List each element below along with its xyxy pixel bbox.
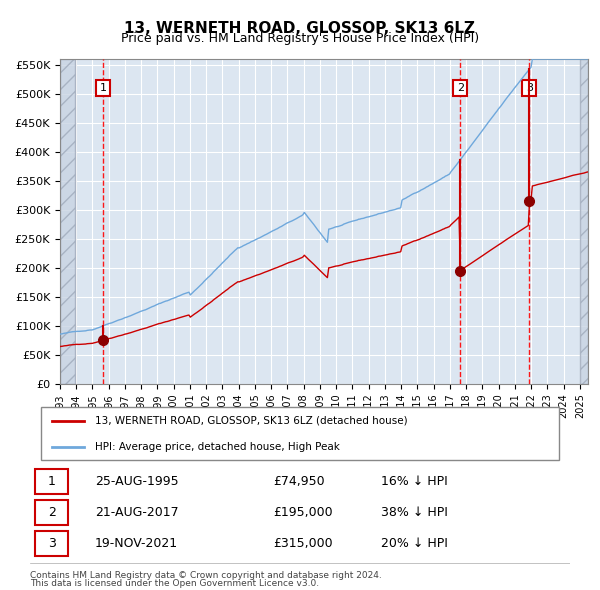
Text: 16% ↓ HPI: 16% ↓ HPI	[381, 475, 448, 489]
Text: This data is licensed under the Open Government Licence v3.0.: This data is licensed under the Open Gov…	[30, 579, 319, 588]
Text: £74,950: £74,950	[273, 475, 325, 489]
Text: Price paid vs. HM Land Registry's House Price Index (HPI): Price paid vs. HM Land Registry's House …	[121, 32, 479, 45]
FancyBboxPatch shape	[35, 531, 68, 556]
FancyBboxPatch shape	[35, 470, 68, 494]
Text: 19-NOV-2021: 19-NOV-2021	[95, 537, 178, 550]
Text: 2: 2	[457, 83, 464, 93]
Text: 25-AUG-1995: 25-AUG-1995	[95, 475, 178, 489]
Text: Contains HM Land Registry data © Crown copyright and database right 2024.: Contains HM Land Registry data © Crown c…	[30, 571, 382, 579]
Bar	[60, 59, 74, 384]
Text: 1: 1	[47, 475, 56, 489]
Text: 2: 2	[47, 506, 56, 519]
Text: 1: 1	[100, 83, 107, 93]
FancyBboxPatch shape	[41, 407, 559, 460]
Text: 13, WERNETH ROAD, GLOSSOP, SK13 6LZ: 13, WERNETH ROAD, GLOSSOP, SK13 6LZ	[125, 21, 476, 35]
Text: 38% ↓ HPI: 38% ↓ HPI	[381, 506, 448, 519]
Text: £195,000: £195,000	[273, 506, 332, 519]
Text: 3: 3	[47, 537, 56, 550]
Text: 20% ↓ HPI: 20% ↓ HPI	[381, 537, 448, 550]
Text: 21-AUG-2017: 21-AUG-2017	[95, 506, 178, 519]
Bar	[580, 59, 588, 384]
Text: 13, WERNETH ROAD, GLOSSOP, SK13 6LZ (detached house): 13, WERNETH ROAD, GLOSSOP, SK13 6LZ (det…	[95, 416, 407, 425]
Text: HPI: Average price, detached house, High Peak: HPI: Average price, detached house, High…	[95, 442, 340, 451]
Text: £315,000: £315,000	[273, 537, 332, 550]
FancyBboxPatch shape	[35, 500, 68, 525]
Text: 3: 3	[526, 83, 533, 93]
